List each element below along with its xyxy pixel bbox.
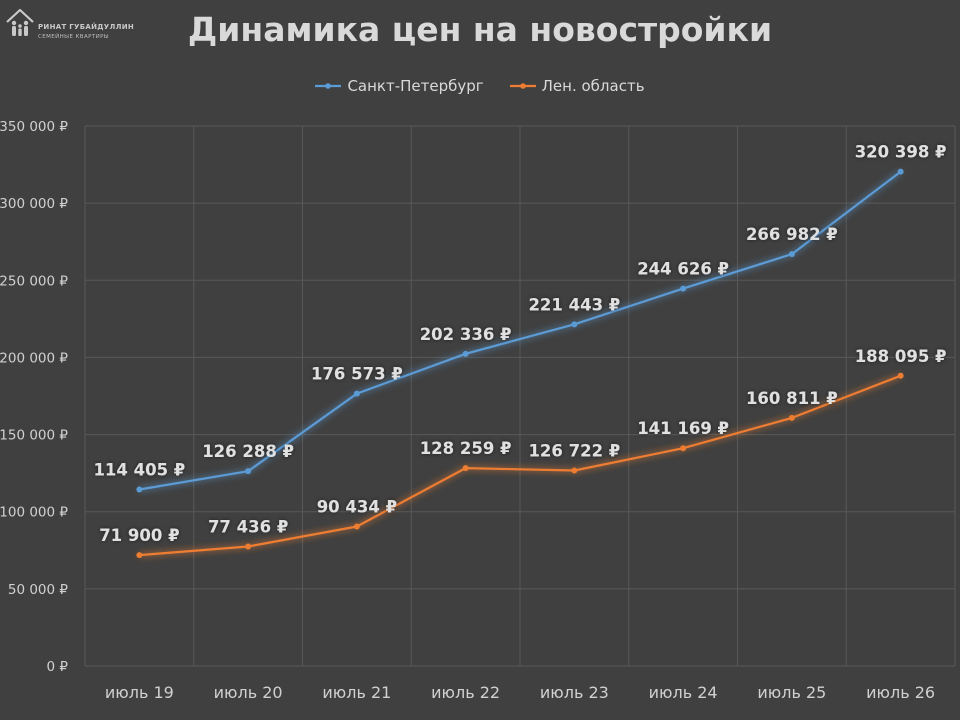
legend-swatch-spb (315, 83, 342, 89)
x-tick-label: июль 24 (649, 683, 718, 702)
data-point[interactable] (462, 465, 469, 472)
y-tick-label: 100 000 ₽ (0, 505, 68, 521)
data-label: 266 982 ₽ (746, 225, 838, 244)
data-label: 160 811 ₽ (746, 389, 838, 408)
data-labels: 114 405 ₽ 126 288 ₽ 176 573 ₽ 202 336 ₽ 221 … (93, 143, 946, 545)
data-label: 128 259 ₽ (420, 439, 512, 458)
chart-title: Динамика цен на новостройки (187, 10, 773, 49)
legend-swatch-lo (509, 83, 536, 89)
legend-label-lo: Лен. область (541, 77, 645, 95)
chart-legend: Санкт-Петербург Лен. область (0, 77, 960, 95)
data-point[interactable] (136, 486, 143, 493)
x-tick-label: июль 21 (322, 683, 391, 702)
legend-item-lo[interactable]: Лен. область (509, 77, 645, 95)
data-point[interactable] (245, 543, 252, 550)
y-tick-label: 250 000 ₽ (0, 273, 68, 289)
data-label: 126 722 ₽ (528, 441, 620, 460)
data-point[interactable] (897, 372, 904, 379)
y-tick-label: 200 000 ₽ (0, 350, 68, 366)
data-label: 176 573 ₽ (311, 365, 403, 384)
data-point[interactable] (680, 445, 687, 452)
family-house-icon (6, 8, 34, 36)
data-point[interactable] (788, 414, 795, 421)
y-tick-label: 300 000 ₽ (0, 196, 68, 212)
x-tick-label: июль 23 (540, 683, 609, 702)
data-label: 188 095 ₽ (855, 347, 947, 366)
x-tick-label: июль 19 (105, 683, 174, 702)
data-label: 221 443 ₽ (528, 295, 620, 314)
data-point[interactable] (788, 251, 795, 258)
series-line (139, 374, 901, 557)
data-point[interactable] (897, 168, 904, 175)
legend-item-spb[interactable]: Санкт-Петербург (315, 77, 484, 95)
y-tick-label: 350 000 ₽ (0, 119, 68, 135)
data-label: 126 288 ₽ (202, 442, 294, 461)
data-label: 244 626 ₽ (637, 260, 729, 279)
brand-name: РИНАТ ГУБАЙДУЛЛИН (38, 23, 135, 31)
data-point[interactable] (571, 321, 578, 328)
data-point[interactable] (571, 467, 578, 474)
data-point[interactable] (680, 285, 687, 292)
brand-logo: РИНАТ ГУБАЙДУЛЛИН СЕМЕЙНЫЕ КВАРТИРЫ (4, 6, 154, 46)
y-tick-label: 50 000 ₽ (8, 582, 69, 598)
data-point[interactable] (353, 523, 360, 530)
data-label: 202 336 ₽ (420, 325, 512, 344)
axes: 0 ₽ 50 000 ₽ 100 000 ₽ 150 000 ₽ 200 000 ₽ 25… (0, 119, 935, 702)
data-label: 114 405 ₽ (93, 460, 185, 479)
data-label: 141 169 ₽ (637, 419, 729, 438)
x-tick-label: июль 26 (866, 683, 935, 702)
legend-label-spb: Санкт-Петербург (347, 77, 484, 95)
data-label: 320 398 ₽ (855, 143, 947, 162)
data-point[interactable] (353, 390, 360, 397)
series (136, 168, 904, 559)
data-label: 71 900 ₽ (99, 526, 179, 545)
y-tick-label: 150 000 ₽ (0, 428, 68, 444)
data-point[interactable] (245, 468, 252, 475)
y-tick-label: 0 ₽ (47, 659, 69, 675)
data-point[interactable] (136, 552, 143, 559)
series-line (139, 170, 902, 491)
x-tick-label: июль 20 (214, 683, 283, 702)
data-point[interactable] (462, 350, 469, 357)
x-tick-label: июль 25 (757, 683, 826, 702)
brand-tagline: СЕМЕЙНЫЕ КВАРТИРЫ (38, 34, 110, 40)
data-label: 90 434 ₽ (317, 497, 397, 516)
data-label: 77 436 ₽ (208, 518, 288, 537)
x-tick-label: июль 22 (431, 683, 500, 702)
